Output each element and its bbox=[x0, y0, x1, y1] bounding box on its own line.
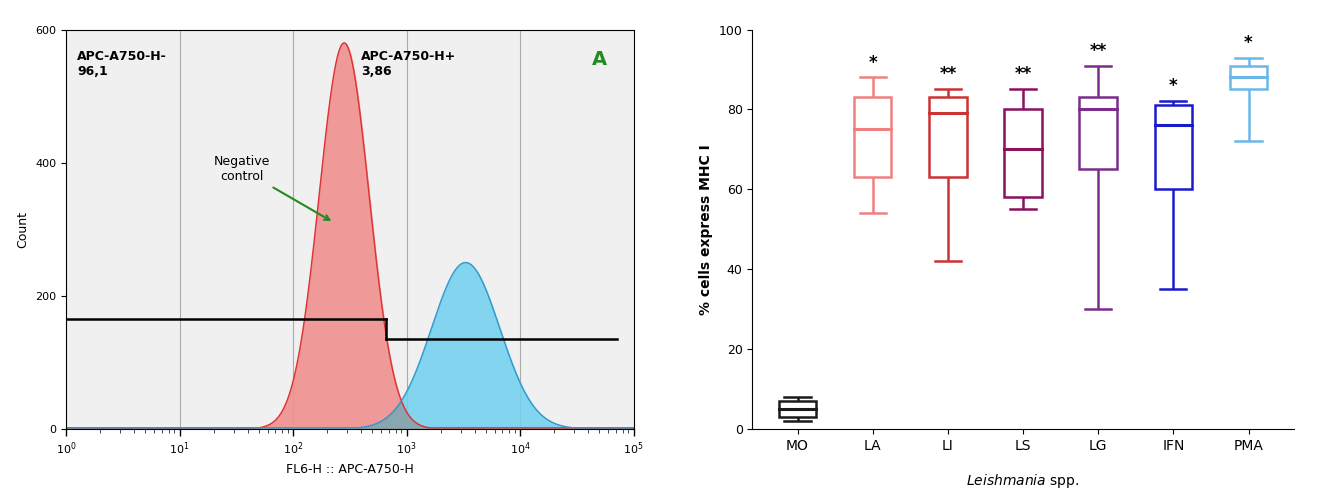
Y-axis label: Count: Count bbox=[17, 211, 29, 248]
Y-axis label: % cells express MHC I: % cells express MHC I bbox=[700, 144, 713, 315]
Text: APC-A750-H+
3,86: APC-A750-H+ 3,86 bbox=[362, 49, 457, 77]
Bar bbox=[1080, 98, 1117, 170]
Bar bbox=[854, 98, 891, 177]
Bar bbox=[1230, 66, 1267, 89]
Text: APC-A750-H-
96,1: APC-A750-H- 96,1 bbox=[78, 49, 168, 77]
Text: Negative
control: Negative control bbox=[214, 155, 330, 220]
Text: *: * bbox=[869, 54, 876, 71]
Bar bbox=[929, 98, 966, 177]
Text: **: ** bbox=[1089, 41, 1106, 60]
Text: **: ** bbox=[940, 66, 957, 83]
Text: $\mathit{Leishmania}$ spp.: $\mathit{Leishmania}$ spp. bbox=[966, 472, 1080, 490]
Text: *: * bbox=[1170, 77, 1177, 96]
Text: *: * bbox=[1245, 34, 1253, 52]
Bar bbox=[779, 401, 816, 417]
Text: A: A bbox=[591, 49, 607, 69]
Bar bbox=[1155, 106, 1192, 189]
X-axis label: FL6-H :: APC-A750-H: FL6-H :: APC-A750-H bbox=[286, 463, 413, 476]
Bar bbox=[1005, 109, 1041, 197]
Text: **: ** bbox=[1014, 66, 1032, 83]
